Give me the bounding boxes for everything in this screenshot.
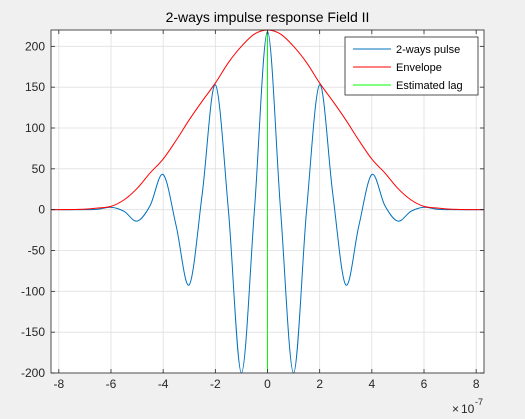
x-exponent: × 10 -7 xyxy=(452,397,483,416)
y-tick-label: 50 xyxy=(32,162,46,176)
legend-item-lag: Estimated lag xyxy=(353,80,463,92)
x-tick-label: -2 xyxy=(210,377,221,391)
x-tick-label: 4 xyxy=(368,377,375,391)
y-tick-label: 0 xyxy=(38,203,45,217)
x-exponent-power: -7 xyxy=(475,397,483,407)
y-tick-label: -150 xyxy=(21,325,45,339)
x-tick-label: 8 xyxy=(473,377,480,391)
y-tick-label: -50 xyxy=(28,244,46,258)
x-exponent-times: × xyxy=(452,402,459,416)
y-tick-label: 150 xyxy=(25,80,45,94)
x-tick-label: -6 xyxy=(106,377,117,391)
y-tick-label: 100 xyxy=(25,121,45,135)
x-tick-label: -8 xyxy=(53,377,64,391)
legend-item-envelope: Envelope xyxy=(353,62,442,74)
legend-label-pulse: 2-ways pulse xyxy=(396,44,460,56)
x-tick-label: 0 xyxy=(264,377,271,391)
legend-item-pulse: 2-ways pulse xyxy=(353,44,460,56)
ticks: -8 -6 -4 -2 0 2 4 6 8 -200 -150 -100 -50 0 50 100 150 200 xyxy=(21,30,484,391)
legend[interactable]: 2-ways pulse Envelope Estimated lag xyxy=(344,36,479,96)
legend-label-lag: Estimated lag xyxy=(396,80,463,92)
legend-label-envelope: Envelope xyxy=(396,62,442,74)
x-tick-label: 6 xyxy=(421,377,428,391)
y-tick-label: -100 xyxy=(21,284,45,298)
x-tick-label: 2 xyxy=(316,377,323,391)
x-tick-label: -4 xyxy=(158,377,169,391)
y-tick-label: 200 xyxy=(25,39,45,53)
y-tick-label: -200 xyxy=(21,366,45,380)
x-exponent-base: 10 xyxy=(461,402,475,416)
chart-title: 2-ways impulse response Field II xyxy=(166,9,370,25)
